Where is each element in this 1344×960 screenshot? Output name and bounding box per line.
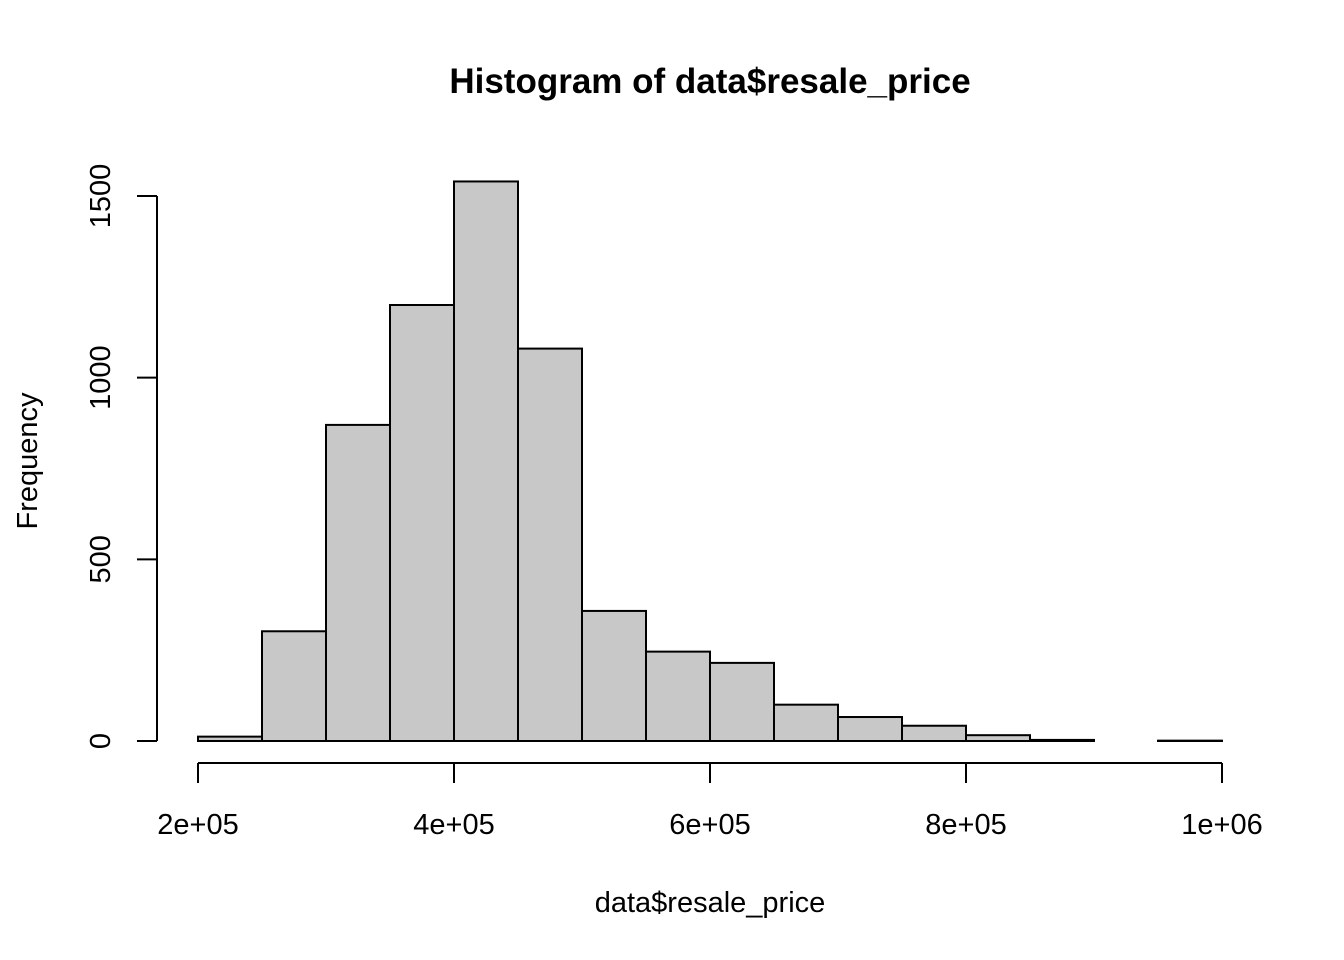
y-axis: 0 500 1000 1500 [85, 164, 158, 749]
x-tick-label: 1e+06 [1181, 809, 1262, 841]
histogram-bar [453, 180, 519, 742]
y-axis-label: Frequency [12, 392, 44, 530]
histogram-bars [197, 180, 1223, 743]
y-tick-label: 0 [85, 733, 117, 749]
x-tick-label: 8e+05 [925, 809, 1006, 841]
y-tick-label: 1500 [85, 164, 117, 229]
histogram-bar [709, 661, 775, 743]
histogram-bar [837, 716, 903, 743]
histogram-bar [517, 347, 583, 742]
histogram-bar [325, 423, 391, 742]
histogram-bar [1029, 738, 1095, 742]
histogram-bar [773, 703, 839, 743]
histogram-bar [581, 609, 647, 743]
histogram-bar [965, 734, 1031, 742]
chart-title: Histogram of data$resale_price [449, 62, 970, 101]
x-axis-label: data$resale_price [595, 887, 826, 919]
x-tick-label: 4e+05 [413, 809, 494, 841]
x-tick-label: 6e+05 [669, 809, 750, 841]
histogram-bar [901, 724, 967, 742]
histogram-bar [261, 630, 327, 742]
y-tick-label: 500 [85, 535, 117, 583]
histogram-bar [197, 735, 263, 743]
x-tick-label: 2e+05 [157, 809, 238, 841]
histogram-bar [389, 304, 455, 742]
y-tick-label: 1000 [85, 345, 117, 410]
histogram-bar [645, 650, 711, 742]
x-axis: 2e+05 4e+05 6e+05 8e+05 1e+06 [157, 762, 1263, 841]
